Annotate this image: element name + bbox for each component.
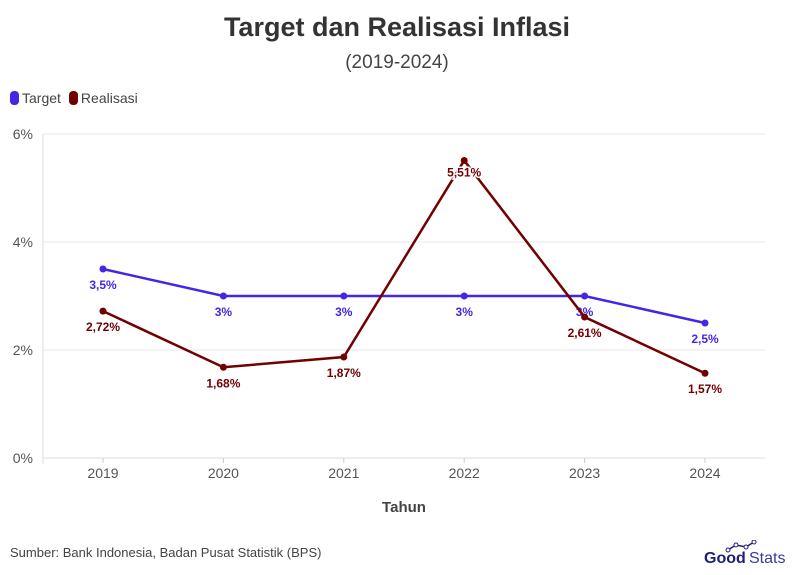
data-point-realisasi — [99, 307, 107, 315]
legend-label: Realisasi — [80, 90, 138, 106]
legend-label: Target — [22, 90, 61, 106]
data-label-target: 3,5% — [89, 278, 117, 292]
data-point-realisasi — [219, 363, 227, 371]
data-label-realisasi: 1,68% — [206, 376, 240, 390]
data-label-target: 2,5% — [691, 332, 719, 346]
data-point-realisasi — [581, 313, 589, 321]
data-point-realisasi — [701, 369, 709, 377]
data-label-target: 3% — [456, 305, 474, 319]
chart-subtitle: (2019-2024) — [345, 52, 449, 73]
legend-swatch-realisasi — [68, 91, 78, 105]
data-point-target — [340, 292, 348, 300]
data-point-target — [460, 292, 468, 300]
y-tick-label: 6% — [13, 126, 33, 142]
data-point-target — [581, 292, 589, 300]
x-axis-title: Tahun — [382, 499, 426, 516]
data-point-target — [219, 292, 227, 300]
legend-item-target[interactable]: Target — [10, 90, 61, 106]
chart-title: Target dan Realisasi Inflasi — [223, 12, 571, 42]
series-line-target — [102, 267, 706, 325]
data-label-realisasi: 2,72% — [86, 320, 120, 334]
x-tick-label: 2021 — [328, 465, 359, 481]
x-tick-label: 2020 — [208, 465, 239, 481]
data-point-realisasi — [460, 156, 468, 164]
x-tick-label: 2023 — [569, 465, 600, 481]
x-tick-label: 2024 — [689, 465, 720, 481]
data-point-target — [99, 265, 107, 273]
legend-item-realisasi[interactable]: Realisasi — [68, 90, 138, 106]
data-point-target — [701, 319, 709, 327]
legend-swatch-target — [10, 91, 19, 105]
data-label-realisasi: 1,87% — [327, 366, 361, 380]
x-tick-label: 2022 — [449, 465, 480, 481]
series-line-realisasi — [102, 158, 706, 375]
data-label-realisasi: 1,57% — [688, 382, 722, 396]
y-tick-label: 4% — [13, 234, 33, 250]
x-tick-label: 2019 — [87, 465, 118, 481]
data-point-realisasi — [340, 353, 348, 361]
data-label-realisasi: 5,51% — [447, 165, 481, 179]
source-note: Sumber: Bank Indonesia, Badan Pusat Stat… — [10, 545, 322, 560]
svg-text:Good: Good — [704, 550, 746, 566]
svg-text:Stats: Stats — [749, 550, 785, 566]
y-tick-label: 0% — [13, 450, 33, 466]
data-label-target: 3% — [335, 305, 353, 319]
data-label-target: 3% — [215, 305, 233, 319]
y-tick-label: 2% — [13, 342, 33, 358]
legend: Target Realisasi — [10, 90, 138, 106]
goodstats-logo: Good Stats — [704, 539, 788, 567]
data-label-realisasi: 2,61% — [568, 326, 602, 340]
data-label-target: 3% — [576, 305, 594, 319]
